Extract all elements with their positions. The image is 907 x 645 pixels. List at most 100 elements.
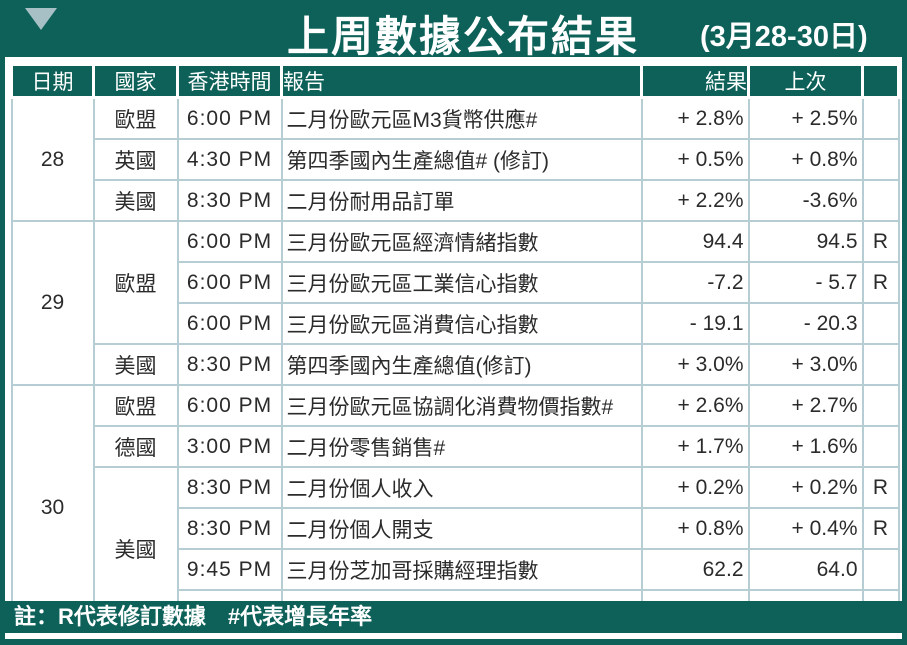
time-cell: 8:30 PM [176, 466, 283, 509]
result-cell: -7.2 [640, 261, 750, 304]
result-cell: + 2.2% [640, 179, 750, 222]
frame-bottom [0, 639, 907, 645]
flag-cell [861, 548, 900, 591]
flag-cell [861, 302, 900, 345]
triangle-down-icon [25, 8, 57, 30]
time-cell: 6:00 PM [176, 384, 283, 427]
country-cell: 美國 [92, 343, 179, 386]
title-bar: 上周數據公布結果 (3月28-30日) [0, 0, 907, 60]
header-country: 國家 [92, 63, 179, 99]
previous-cell: - 5.7 [747, 261, 864, 304]
report-cell: 二月份歐元區M3貨幣供應# [280, 96, 643, 140]
result-cell: + 1.7% [640, 425, 750, 468]
table-row: 英國 4:30 PM 第四季國內生產總值# (修訂) + 0.5% + 0.8% [12, 138, 900, 181]
header-previous: 上次 [747, 63, 864, 99]
page-title: 上周數據公布結果 [287, 13, 640, 60]
previous-cell: - 20.3 [747, 302, 864, 345]
table-row: 德國 3:00 PM 二月份零售銷售# + 1.7% + 1.6% [12, 425, 900, 468]
flag-cell [861, 425, 900, 468]
previous-cell: 64.0 [747, 548, 864, 591]
flag-cell [861, 343, 900, 386]
footnote-text: 註：R代表修訂數據 #代表增長年率 [14, 604, 373, 629]
table-row: 美國 8:30 PM 第四季國內生產總值(修訂) + 3.0% + 3.0% [12, 343, 900, 386]
result-cell: + 3.0% [640, 343, 750, 386]
time-cell: 6:00 PM [176, 302, 283, 345]
table-row: 美國 8:30 PM 二月份個人收入 + 0.2% + 0.2% R [12, 466, 900, 632]
flag-cell [861, 138, 900, 181]
report-cell: 三月份歐元區協調化消費物價指數# [280, 384, 643, 427]
header-date: 日期 [10, 63, 95, 99]
time-cell: 6:00 PM [176, 96, 283, 140]
table-row: 9:45 PM 三月份芝加哥採購經理指數 62.2 64.0 [12, 548, 900, 591]
header-time: 香港時間 [176, 63, 283, 99]
result-cell: - 19.1 [640, 302, 750, 345]
header-result: 結果 [640, 63, 750, 99]
report-cell: 三月份歐元區經濟情緒指數 [280, 220, 643, 263]
data-table: 日期 國家 香港時間 報告 結果 上次 28 歐盟 6:00 PM 二月份歐元區… [10, 63, 900, 632]
date-cell: 29 [10, 220, 95, 386]
time-cell: 8:30 PM [176, 507, 283, 550]
previous-cell: 94.5 [747, 220, 864, 263]
time-cell: 8:30 PM [176, 343, 283, 386]
time-cell: 4:30 PM [176, 138, 283, 181]
country-cell: 美國 [92, 179, 179, 222]
table-header-row: 日期 國家 香港時間 報告 結果 上次 [10, 63, 900, 99]
country-cell: 德國 [92, 425, 179, 468]
flag-cell [861, 384, 900, 427]
table-row: 6:00 PM 三月份歐元區消費信心指數 - 19.1 - 20.3 [12, 302, 900, 345]
table-row: 8:30 PM 二月份個人開支 + 0.8% + 0.4% R [12, 507, 900, 550]
previous-cell: -3.6% [747, 179, 864, 222]
table-row: 美國 8:30 PM 二月份耐用品訂單 + 2.2% -3.6% [12, 179, 900, 222]
previous-cell: + 1.6% [747, 425, 864, 468]
time-cell: 8:30 PM [176, 179, 283, 222]
previous-cell: + 2.5% [747, 96, 864, 140]
time-cell: 6:00 PM [176, 261, 283, 304]
frame-right [902, 0, 907, 645]
result-cell: + 2.8% [640, 96, 750, 140]
flag-cell: R [861, 507, 900, 550]
table-row: 28 歐盟 6:00 PM 二月份歐元區M3貨幣供應# + 2.8% + 2.5… [10, 96, 900, 222]
result-cell: + 0.2% [640, 466, 750, 509]
result-cell: 62.2 [640, 548, 750, 591]
result-cell: + 0.5% [640, 138, 750, 181]
report-cell: 第四季國內生產總值(修訂) [280, 343, 643, 386]
report-cell: 三月份歐元區工業信心指數 [280, 261, 643, 304]
table-row: 29 歐盟 6:00 PM 三月份歐元區經濟情緒指數 94.4 94.5 R [10, 220, 900, 386]
flag-cell: R [861, 466, 900, 509]
flag-cell: R [861, 261, 900, 304]
country-cell: 歐盟 [92, 220, 179, 345]
previous-cell: + 0.8% [747, 138, 864, 181]
report-cell: 二月份個人開支 [280, 507, 643, 550]
report-cell: 第四季國內生產總值# (修訂) [280, 138, 643, 181]
report-cell: 二月份零售銷售# [280, 425, 643, 468]
country-cell: 歐盟 [92, 96, 179, 140]
result-cell: 94.4 [640, 220, 750, 263]
report-cell: 二月份個人收入 [280, 466, 643, 509]
table-row: 6:00 PM 三月份歐元區工業信心指數 -7.2 - 5.7 R [12, 261, 900, 304]
date-cell: 28 [10, 96, 95, 222]
flag-cell [861, 179, 900, 222]
date-cell: 30 [10, 384, 95, 632]
flag-cell: R [861, 220, 900, 263]
time-cell: 6:00 PM [176, 220, 283, 263]
header-flag [861, 63, 900, 99]
country-cell: 歐盟 [92, 384, 179, 427]
header-report: 報告 [280, 63, 643, 99]
table-row: 30 歐盟 6:00 PM 三月份歐元區協調化消費物價指數# + 2.6% + … [10, 384, 900, 632]
report-cell: 三月份歐元區消費信心指數 [280, 302, 643, 345]
time-cell: 9:45 PM [176, 548, 283, 591]
result-cell: + 0.8% [640, 507, 750, 550]
flag-cell [861, 96, 900, 140]
result-cell: + 2.6% [640, 384, 750, 427]
previous-cell: + 2.7% [747, 384, 864, 427]
frame-left [0, 0, 5, 645]
previous-cell: + 0.2% [747, 466, 864, 509]
time-cell: 3:00 PM [176, 425, 283, 468]
country-cell: 英國 [92, 138, 179, 181]
report-cell: 三月份芝加哥採購經理指數 [280, 548, 643, 591]
previous-cell: + 3.0% [747, 343, 864, 386]
date-range: (3月28-30日) [700, 21, 868, 53]
footnote-bar: 註：R代表修訂數據 #代表增長年率 [5, 601, 902, 633]
previous-cell: + 0.4% [747, 507, 864, 550]
